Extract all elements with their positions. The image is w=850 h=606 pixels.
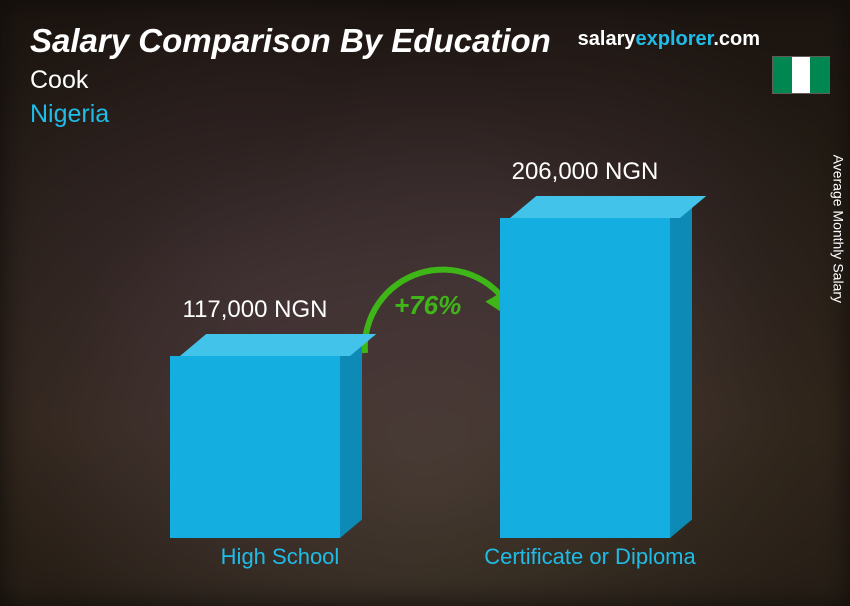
- brand-mid: explorer: [635, 28, 713, 50]
- delta-percent: +76%: [394, 290, 461, 321]
- chart-subtitle: Cook: [30, 66, 88, 95]
- content-layer: Salary Comparison By Education Cook Nige…: [0, 0, 850, 606]
- flag-stripe-left: [773, 57, 792, 93]
- flag-icon: [772, 56, 830, 94]
- bar-value: 206,000 NGN: [475, 158, 695, 186]
- bar-label: Certificate or Diploma: [470, 544, 710, 570]
- brand-suffix: .com: [713, 28, 760, 50]
- bar-group: 117,000 NGN: [170, 356, 340, 538]
- bar-front: [170, 356, 340, 538]
- chart-country: Nigeria: [30, 100, 109, 129]
- bar-side: [340, 338, 362, 538]
- bar-label: High School: [160, 544, 400, 570]
- brand-prefix: salary: [578, 28, 636, 50]
- bar-chart: +76% 117,000 NGN High School 206,000 NGN Ce…: [0, 138, 850, 578]
- flag-stripe-center: [792, 57, 811, 93]
- delta-arrow: [0, 138, 850, 578]
- bar-top: [180, 334, 376, 356]
- chart-title: Salary Comparison By Education: [30, 22, 551, 60]
- bar-group: 206,000 NGN: [500, 218, 670, 538]
- bar-top: [510, 196, 706, 218]
- brand-logo: salaryexplorer.com: [578, 28, 760, 51]
- bar-front: [500, 218, 670, 538]
- bar-value: 117,000 NGN: [145, 296, 365, 324]
- bar-side: [670, 200, 692, 538]
- flag-stripe-right: [810, 57, 829, 93]
